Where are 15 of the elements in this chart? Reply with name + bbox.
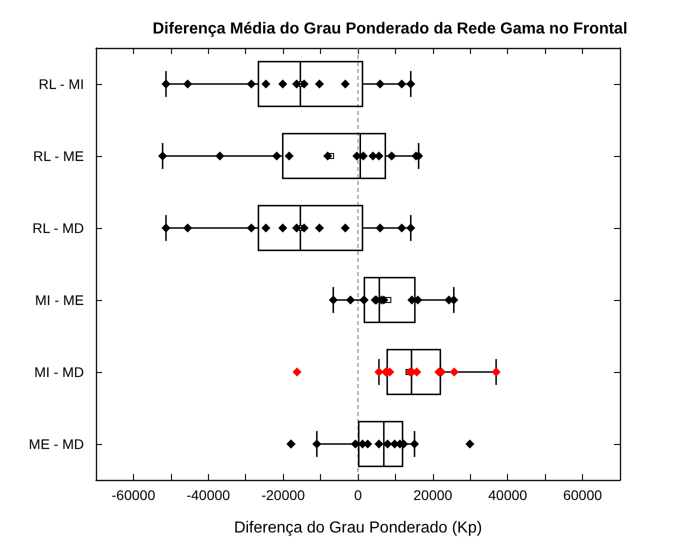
y-tick-label: MI - ME bbox=[35, 292, 84, 308]
y-tick-label: RL - ME bbox=[33, 148, 84, 164]
y-tick-label: MI - MD bbox=[34, 364, 84, 380]
x-tick-label: 0 bbox=[354, 487, 362, 503]
x-tick-label: -40000 bbox=[186, 487, 230, 503]
x-tick-label: 60000 bbox=[563, 487, 602, 503]
x-tick-label: -20000 bbox=[261, 487, 306, 503]
y-tick-label: RL - MI bbox=[38, 76, 84, 92]
x-tick-label: 40000 bbox=[488, 487, 528, 503]
y-tick-label: ME - MD bbox=[28, 436, 84, 452]
x-tick-label: 20000 bbox=[413, 487, 453, 503]
chart-title: Diferença Média do Grau Ponderado da Rede Gama no Frontal bbox=[152, 20, 628, 38]
x-tick-label: -60000 bbox=[112, 487, 156, 503]
x-axis-title: Diferença do Grau Ponderado (Kp) bbox=[234, 520, 482, 536]
y-tick-label: RL - MD bbox=[32, 220, 84, 236]
